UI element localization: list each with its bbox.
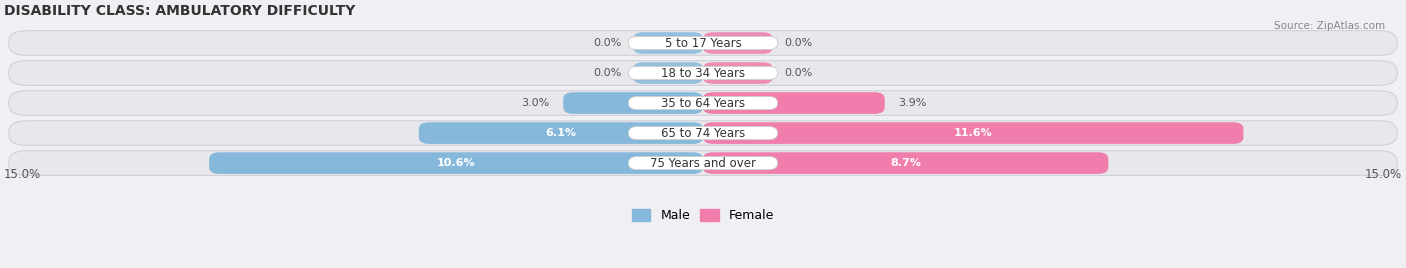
FancyBboxPatch shape (628, 157, 778, 170)
Text: 18 to 34 Years: 18 to 34 Years (661, 66, 745, 80)
FancyBboxPatch shape (703, 152, 1108, 174)
FancyBboxPatch shape (8, 121, 1398, 145)
Text: 5 to 17 Years: 5 to 17 Years (665, 36, 741, 50)
FancyBboxPatch shape (419, 122, 703, 144)
FancyBboxPatch shape (628, 36, 778, 50)
FancyBboxPatch shape (8, 61, 1398, 85)
FancyBboxPatch shape (8, 91, 1398, 115)
Text: 3.9%: 3.9% (898, 98, 927, 108)
Text: 0.0%: 0.0% (593, 68, 621, 78)
Text: Source: ZipAtlas.com: Source: ZipAtlas.com (1274, 21, 1385, 31)
FancyBboxPatch shape (703, 62, 773, 84)
Text: 15.0%: 15.0% (1365, 168, 1402, 181)
FancyBboxPatch shape (633, 62, 703, 84)
FancyBboxPatch shape (564, 92, 703, 114)
FancyBboxPatch shape (8, 31, 1398, 55)
Text: 3.0%: 3.0% (522, 98, 550, 108)
FancyBboxPatch shape (633, 32, 703, 54)
Text: 0.0%: 0.0% (593, 38, 621, 48)
Text: 35 to 64 Years: 35 to 64 Years (661, 96, 745, 110)
Text: 8.7%: 8.7% (890, 158, 921, 168)
Text: 65 to 74 Years: 65 to 74 Years (661, 126, 745, 140)
Legend: Male, Female: Male, Female (627, 204, 779, 227)
Text: DISABILITY CLASS: AMBULATORY DIFFICULTY: DISABILITY CLASS: AMBULATORY DIFFICULTY (4, 4, 356, 18)
FancyBboxPatch shape (8, 151, 1398, 175)
FancyBboxPatch shape (209, 152, 703, 174)
Text: 15.0%: 15.0% (4, 168, 41, 181)
Text: 11.6%: 11.6% (953, 128, 993, 138)
FancyBboxPatch shape (628, 66, 778, 80)
Text: 10.6%: 10.6% (437, 158, 475, 168)
FancyBboxPatch shape (703, 122, 1243, 144)
Text: 75 Years and over: 75 Years and over (650, 157, 756, 170)
FancyBboxPatch shape (703, 32, 773, 54)
Text: 0.0%: 0.0% (785, 68, 813, 78)
Text: 6.1%: 6.1% (546, 128, 576, 138)
FancyBboxPatch shape (703, 92, 884, 114)
FancyBboxPatch shape (628, 126, 778, 140)
Text: 0.0%: 0.0% (785, 38, 813, 48)
FancyBboxPatch shape (628, 96, 778, 110)
